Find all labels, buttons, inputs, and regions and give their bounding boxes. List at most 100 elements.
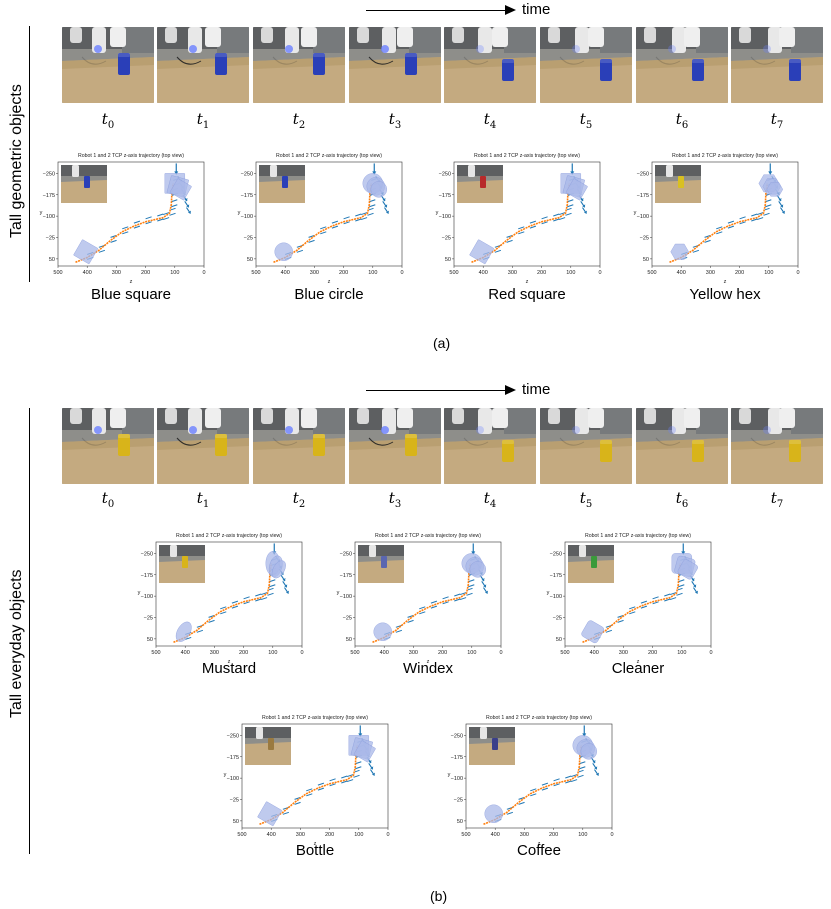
trajectory-line	[273, 183, 373, 264]
time-label-b: time	[522, 381, 551, 398]
x-tick-label: 200	[438, 650, 447, 656]
trajectory-plot-a-2: Robot 1 and 2 TCP z-axis trajectory (top…	[434, 150, 604, 285]
object-footprints	[257, 735, 376, 827]
y-tick-label: −25	[442, 236, 451, 242]
time-step-label-b-1: t1	[157, 489, 249, 510]
divider-a	[29, 26, 30, 282]
x-tick-label: 300	[520, 832, 529, 838]
plot-title: Robot 1 and 2 TCP z-axis trajectory (top…	[78, 153, 184, 159]
orientation-arrows	[87, 163, 191, 260]
x-tick-label: 0	[610, 832, 613, 838]
x-tick-label: 400	[181, 650, 190, 656]
camera-frame-a-t7	[731, 27, 823, 103]
camera-frame-a-t2	[253, 27, 345, 103]
camera-frame-b-t2	[253, 408, 345, 484]
row-label-a: Tall geometric objects	[8, 84, 25, 238]
trajectory-plot-svg: Robot 1 and 2 TCP z-axis trajectory (top…	[224, 715, 390, 847]
time-step-label-a-4: t4	[444, 110, 536, 131]
x-tick-label: 0	[202, 270, 205, 276]
x-axis-label: z	[314, 841, 317, 847]
time-step-var: t	[292, 110, 299, 128]
trajectory-plot-b-1: Robot 1 and 2 TCP z-axis trajectory (top…	[335, 530, 505, 665]
time-step-index: 5	[585, 499, 593, 510]
y-tick-label: −250	[451, 733, 463, 739]
time-step-label-a-1: t1	[157, 110, 249, 131]
y-tick-label: −100	[241, 214, 253, 220]
trajectory-plot-a-0: Robot 1 and 2 TCP z-axis trajectory (top…	[38, 150, 208, 285]
time-step-var: t	[579, 110, 586, 128]
time-step-label-b-7: t7	[731, 489, 823, 510]
caption-b: (b)	[430, 888, 448, 904]
y-tick-label: −250	[141, 551, 153, 557]
y-tick-label: 50	[445, 257, 451, 263]
time-step-var: t	[675, 110, 682, 128]
y-tick-label: −175	[141, 573, 153, 579]
y-axis-label: y	[138, 590, 141, 596]
plot-title: Robot 1 and 2 TCP z-axis trajectory (top…	[375, 533, 481, 539]
y-tick-label: −175	[227, 755, 239, 761]
x-tick-label: 100	[170, 270, 179, 276]
x-tick-label: 500	[647, 270, 656, 276]
y-tick-label: 50	[49, 257, 55, 263]
time-step-label-a-2: t2	[253, 110, 345, 131]
x-tick-label: 400	[479, 270, 488, 276]
y-tick-label: 50	[147, 637, 153, 643]
x-axis-label: z	[538, 841, 541, 847]
inset-photo	[655, 165, 701, 203]
x-tick-label: 300	[296, 832, 305, 838]
x-tick-label: 500	[560, 650, 569, 656]
time-step-var: t	[292, 489, 299, 507]
x-tick-label: 100	[354, 832, 363, 838]
trajectory-line	[669, 183, 769, 264]
x-tick-label: 300	[619, 650, 628, 656]
y-tick-label: −175	[439, 193, 451, 199]
camera-frame-b-t6	[636, 408, 728, 484]
x-tick-label: 200	[735, 270, 744, 276]
x-tick-label: 500	[350, 650, 359, 656]
x-tick-label: 300	[112, 270, 121, 276]
trajectory-line	[173, 563, 273, 644]
time-step-var: t	[579, 489, 586, 507]
time-step-label-a-0: t0	[62, 110, 154, 131]
trajectory-plot-b-4: Robot 1 and 2 TCP z-axis trajectory (top…	[446, 712, 616, 847]
x-tick-label: 300	[310, 270, 319, 276]
y-tick-label: −175	[241, 193, 253, 199]
y-tick-label: −25	[454, 798, 463, 804]
y-tick-label: 50	[643, 257, 649, 263]
inset-photo	[568, 545, 614, 583]
y-tick-label: 50	[247, 257, 253, 263]
x-tick-label: 400	[590, 650, 599, 656]
x-tick-label: 100	[764, 270, 773, 276]
trajectory-plot-a-3: Robot 1 and 2 TCP z-axis trajectory (top…	[632, 150, 802, 285]
y-tick-label: −100	[439, 214, 451, 220]
x-tick-label: 0	[709, 650, 712, 656]
time-step-var: t	[483, 489, 490, 507]
x-tick-label: 400	[677, 270, 686, 276]
y-tick-label: −25	[144, 616, 153, 622]
time-step-index: 7	[776, 499, 784, 510]
time-label-a: time	[522, 1, 551, 18]
trajectory-line	[75, 183, 175, 264]
time-step-index: 6	[681, 499, 689, 510]
y-tick-label: 50	[346, 637, 352, 643]
inset-photo	[61, 165, 107, 203]
camera-frame-b-t5	[540, 408, 632, 484]
plot-title: Robot 1 and 2 TCP z-axis trajectory (top…	[672, 153, 778, 159]
y-tick-label: 50	[556, 637, 562, 643]
x-tick-label: 200	[325, 832, 334, 838]
trajectory-line	[582, 563, 682, 644]
y-axis-label: y	[448, 772, 451, 778]
x-tick-label: 100	[677, 650, 686, 656]
object-name-b-2: Cleaner	[611, 660, 665, 677]
y-tick-label: −100	[141, 594, 153, 600]
time-step-index: 2	[298, 120, 306, 131]
object-name-b-3: Bottle	[295, 842, 335, 859]
x-axis-label: z	[637, 659, 640, 665]
x-tick-label: 400	[281, 270, 290, 276]
time-step-var: t	[483, 110, 490, 128]
trajectory-line	[259, 745, 359, 826]
x-tick-label: 200	[648, 650, 657, 656]
y-axis-label: y	[547, 590, 550, 596]
time-step-label-b-4: t4	[444, 489, 536, 510]
inset-photo	[469, 727, 515, 765]
